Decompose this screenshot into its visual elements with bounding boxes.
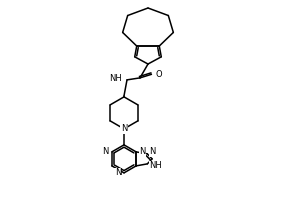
Text: N: N — [139, 147, 146, 156]
Text: N: N — [149, 147, 156, 156]
Text: N: N — [115, 168, 121, 177]
Text: N: N — [115, 168, 121, 177]
Text: N: N — [121, 124, 127, 133]
Text: NH: NH — [109, 74, 122, 83]
Text: NH: NH — [149, 161, 162, 170]
Text: N: N — [103, 147, 109, 156]
Text: O: O — [155, 70, 162, 79]
